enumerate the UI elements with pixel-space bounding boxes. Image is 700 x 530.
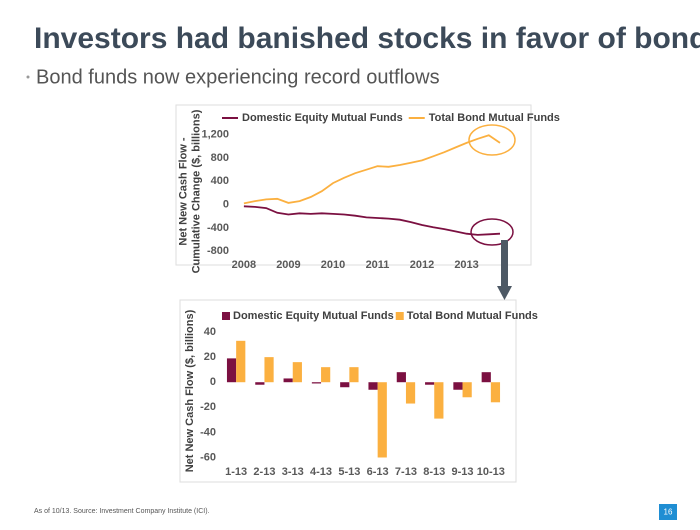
y-axis-label: Net New Cash Flow ($, billions) [184,309,196,472]
x-tick-label: 8-13 [423,466,445,478]
y-tick-label: 1,200 [201,129,229,141]
x-tick-label: 6-13 [367,466,389,478]
y-tick-label: -20 [200,401,216,413]
chart-frame [175,104,532,266]
subtitle: Bond funds now experiencing record outfl… [36,66,440,88]
x-tick-label: 2010 [321,259,345,271]
y-tick-label: 400 [211,175,229,187]
bar [292,362,302,383]
bar [405,382,416,404]
bar [462,382,472,398]
x-tick-label: 5-13 [338,466,360,478]
x-tick-label: 2012 [410,259,434,271]
y-tick-label: -60 [200,451,216,463]
bar [311,382,322,384]
y-tick-label: -400 [207,222,229,234]
legend-swatch [395,312,404,320]
highlight [468,124,516,156]
title: Investors had banished stocks in favor o… [34,22,700,55]
arrow-head [497,286,512,300]
bar [396,372,406,383]
bar [264,357,274,383]
line-series [243,134,501,205]
x-tick-label: 1-13 [225,466,247,478]
x-tick-label: 2009 [276,259,300,271]
bar [425,382,435,385]
y-tick-label: -40 [200,426,216,438]
bar [368,382,378,390]
legend-swatch [222,312,230,320]
footnote: As of 10/13. Source: Investment Company … [34,508,210,515]
bar [490,382,501,403]
x-tick-label: 10-13 [477,466,505,478]
y-axis-label: Cumulative Change ($, billions) [190,109,202,273]
highlight [470,218,514,246]
legend-label: Total Bond Mutual Funds [429,112,560,124]
bar [481,372,491,383]
page-badge [659,504,677,520]
x-tick-label: 2008 [232,259,256,271]
x-tick-label: 9-13 [452,466,474,478]
legend-label: Total Bond Mutual Funds [407,310,538,322]
bar [377,382,387,458]
y-tick-label: -800 [207,245,229,257]
bar [340,382,350,388]
y-tick-label: 800 [211,152,229,164]
x-tick-label: 2011 [366,259,390,271]
bar [453,382,463,390]
y-tick-label: 20 [204,351,216,363]
bar [349,367,359,383]
bar [226,358,237,383]
bar [283,378,293,383]
x-tick-label: 2-13 [253,466,275,478]
x-tick-label: 7-13 [395,466,417,478]
bar [255,382,265,385]
chart-frame [179,299,517,483]
y-axis-label: Net New Cash Flow - [177,137,189,246]
legend-label: Domestic Equity Mutual Funds [233,310,394,322]
bar [321,367,331,383]
bullet [26,75,30,79]
y-tick-label: 0 [223,199,229,211]
bar [434,382,444,419]
arrow-shaft [501,240,508,288]
bar [236,340,246,383]
y-tick-label: 40 [204,326,216,338]
x-tick-label: 3-13 [282,466,304,478]
x-tick-label: 2013 [454,259,478,271]
page-number: 16 [664,508,673,517]
y-tick-label: 0 [210,376,216,388]
legend-label: Domestic Equity Mutual Funds [242,112,403,124]
line-series [243,205,501,236]
x-tick-label: 4-13 [310,466,332,478]
